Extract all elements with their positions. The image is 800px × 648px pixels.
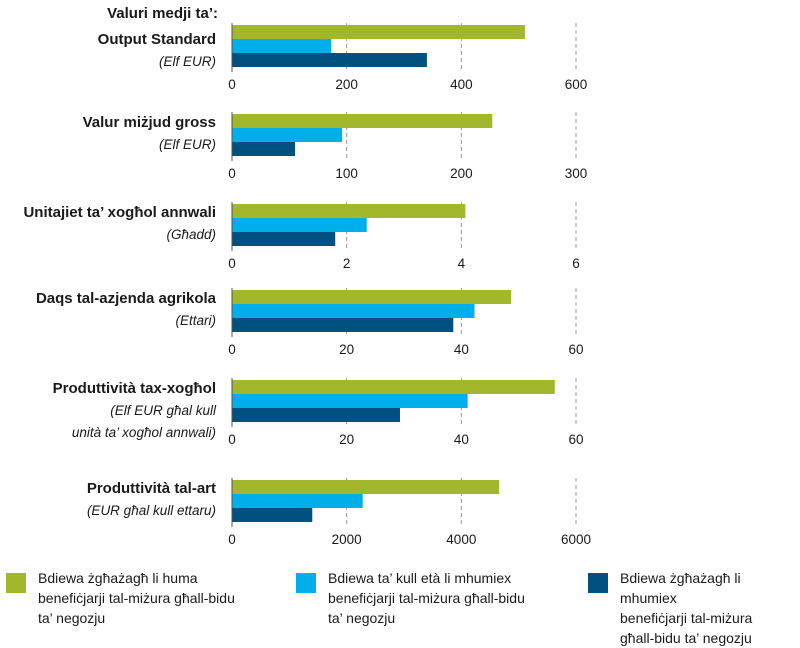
bar-2	[232, 128, 343, 142]
x-tick-label: 4000	[446, 532, 476, 547]
legend-item-all-ages-non-beneficiaries: Bdiewa ta’ kull età li mhumiex benefiċja…	[296, 568, 525, 628]
x-tick-label: 40	[454, 432, 469, 447]
legend-text-line: benefiċjarji tal-miżura għall-bidu	[38, 590, 235, 606]
x-tick-label: 600	[565, 77, 588, 92]
unit-label: (Elf EUR għal kull	[110, 403, 217, 418]
unit-label: (EUR għal kull ettaru)	[87, 503, 216, 518]
bar-2	[232, 394, 468, 408]
x-tick-label: 0	[228, 256, 236, 271]
bar-1	[232, 204, 466, 218]
category-label: Valur miżjud gross	[83, 114, 216, 131]
legend-text-line: benefiċjarji tal-miżura għall-bidu	[328, 590, 525, 606]
legend: Bdiewa żgħażagħ li huma benefiċjarji tal…	[0, 568, 800, 646]
x-tick-label: 2	[343, 256, 351, 271]
x-tick-label: 4	[458, 256, 466, 271]
x-tick-label: 60	[568, 342, 583, 357]
x-tick-label: 40	[454, 342, 469, 357]
category-label: Produttività tal-art	[87, 480, 216, 497]
category-label: Produttività tax-xogħol	[53, 380, 216, 397]
x-tick-label: 0	[228, 77, 236, 92]
unit-label: (Ettari)	[176, 313, 217, 328]
bar-2	[232, 218, 367, 232]
bar-2	[232, 304, 475, 318]
legend-swatch-green	[6, 573, 26, 593]
bar-1	[232, 114, 493, 128]
bar-3	[232, 408, 400, 422]
x-tick-label: 2000	[332, 532, 362, 547]
legend-text-line: ta’ negozju	[328, 610, 396, 626]
bar-1	[232, 380, 555, 394]
legend-text-line: Bdiewa żgħażagħ li huma	[38, 570, 198, 586]
legend-text-line: benefiċjarji tal-miżura	[620, 610, 753, 626]
bar-2	[232, 39, 332, 53]
category-label: Daqs tal-azjenda agrikola	[36, 290, 217, 307]
unit-label: (Elf EUR)	[159, 54, 216, 69]
bar-3	[232, 508, 313, 522]
chart-heading: Valuri medji ta’:	[107, 5, 218, 22]
legend-text-line: għall-bidu ta’ negozju	[620, 630, 752, 646]
x-tick-label: 20	[339, 342, 354, 357]
x-tick-label: 0	[228, 532, 236, 547]
bar-1	[232, 290, 512, 304]
x-tick-label: 100	[335, 166, 358, 181]
bar-2	[232, 494, 363, 508]
bar-3	[232, 232, 336, 246]
bar-3	[232, 53, 427, 67]
x-tick-label: 60	[568, 432, 583, 447]
legend-swatch-dark-blue	[588, 573, 608, 593]
x-tick-label: 200	[450, 166, 473, 181]
bar-3	[232, 142, 296, 156]
x-tick-label: 6000	[561, 532, 591, 547]
x-tick-label: 300	[565, 166, 588, 181]
x-tick-label: 0	[228, 342, 236, 357]
bar-1	[232, 25, 525, 39]
unit-label: (Għadd)	[166, 227, 216, 242]
x-tick-label: 200	[335, 77, 358, 92]
legend-text-line: Bdiewa żgħażagħ li mhumiex	[620, 570, 741, 606]
bar-1	[232, 480, 500, 494]
bar-3	[232, 318, 454, 332]
category-label: Unitajiet ta’ xogħol annwali	[23, 204, 216, 221]
unit-label: (Elf EUR)	[159, 137, 216, 152]
legend-swatch-light-blue	[296, 573, 316, 593]
x-tick-label: 0	[228, 166, 236, 181]
legend-text-line: ta’ negozju	[38, 610, 106, 626]
legend-item-young-non-beneficiaries: Bdiewa żgħażagħ li mhumiex benefiċjarji …	[588, 568, 800, 648]
unit-label: unità ta’ xogħol annwali)	[72, 425, 216, 440]
x-tick-label: 6	[572, 256, 580, 271]
x-tick-label: 0	[228, 432, 236, 447]
legend-text-line: Bdiewa ta’ kull età li mhumiex	[328, 570, 512, 586]
x-tick-label: 400	[450, 77, 473, 92]
x-tick-label: 20	[339, 432, 354, 447]
legend-item-young-beneficiaries: Bdiewa żgħażagħ li huma benefiċjarji tal…	[6, 568, 235, 628]
category-label: Output Standard	[98, 31, 216, 48]
